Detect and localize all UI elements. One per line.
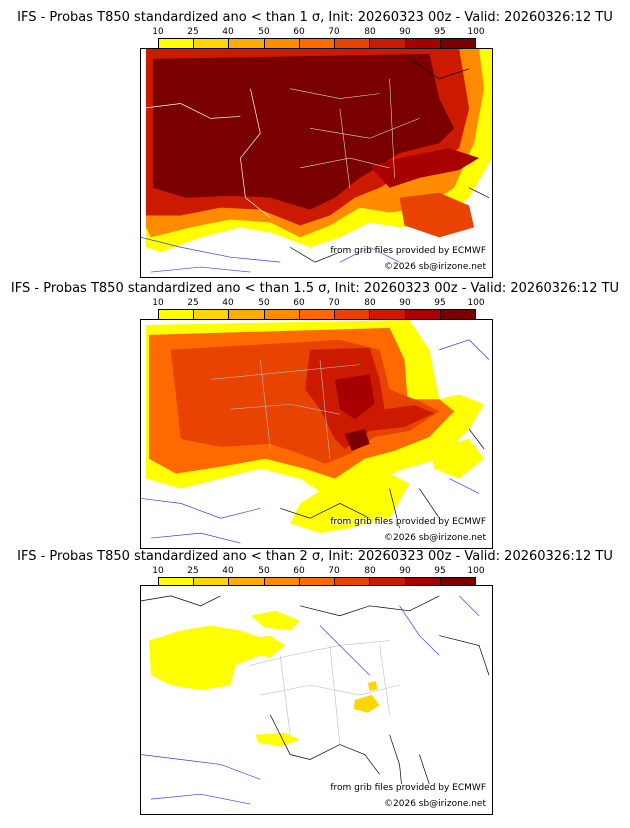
colorbar-tick: 90: [399, 566, 411, 576]
probability-map: from grib files provided by ECMWF ©2026 …: [140, 585, 493, 815]
colorbar-swatch: [194, 310, 230, 319]
colorbar-tick: 100: [467, 566, 485, 576]
colorbar-ticks: 10 25 40 50 60 70 80 90 95 100: [140, 26, 494, 38]
colorbar-swatch: [299, 310, 336, 319]
colorbar-swatch: [229, 578, 265, 587]
colorbar-swatch: [229, 39, 265, 48]
colorbar-tick: 100: [467, 27, 485, 37]
map-graphic: [141, 320, 490, 544]
colorbar-swatch: [335, 578, 371, 587]
colorbar-swatch: [440, 310, 475, 319]
colorbar-swatch: [440, 39, 475, 48]
colorbar-tick: 25: [187, 27, 199, 37]
colorbar-tick: 70: [328, 298, 340, 308]
colorbar-swatch: [264, 310, 300, 319]
credit-copyright: ©2026 sb@irizone.net: [384, 262, 486, 272]
colorbar-swatch: [405, 39, 441, 48]
colorbar-tick: 95: [434, 27, 446, 37]
colorbar-swatch: [370, 578, 406, 587]
colorbar-tick: 40: [222, 298, 234, 308]
colorbar-tick: 70: [328, 566, 340, 576]
colorbar-swatch: [335, 39, 371, 48]
map-panel-1: IFS - Probas T850 standardized ano < tha…: [0, 10, 630, 280]
colorbar-tick: 95: [434, 566, 446, 576]
colorbar-swatch: [335, 310, 371, 319]
colorbar-tick: 50: [258, 27, 270, 37]
colorbar-tick: 80: [364, 566, 376, 576]
map-graphic: [141, 595, 490, 805]
probability-map: from grib files provided by ECMWF ©2026 …: [140, 319, 493, 549]
colorbar-ticks: 10 25 40 50 60 70 80 90 95 100: [140, 297, 494, 309]
colorbar-tick: 60: [293, 27, 305, 37]
colorbar-tick: 90: [399, 27, 411, 37]
colorbar-tick: 100: [467, 298, 485, 308]
colorbar-tick: 25: [187, 298, 199, 308]
credit-source: from grib files provided by ECMWF: [330, 783, 486, 793]
colorbar-swatch: [264, 578, 300, 587]
colorbar-swatch: [229, 310, 265, 319]
colorbar-tick: 10: [152, 298, 164, 308]
colorbar-tick: 10: [152, 566, 164, 576]
panel-title: IFS - Probas T850 standardized ano < tha…: [17, 10, 613, 25]
colorbar-ticks: 10 25 40 50 60 70 80 90 95 100: [140, 565, 494, 577]
map-panel-3: IFS - Probas T850 standardized ano < tha…: [0, 549, 630, 819]
colorbar-swatch: [440, 578, 475, 587]
colorbar-swatch: [405, 310, 441, 319]
colorbar-swatch: [159, 39, 195, 48]
credit-source: from grib files provided by ECMWF: [330, 517, 486, 527]
colorbar-swatch: [159, 310, 195, 319]
panel-title: IFS - Probas T850 standardized ano < tha…: [17, 549, 613, 564]
colorbar-swatch: [370, 310, 406, 319]
probability-map: from grib files provided by ECMWF ©2026 …: [140, 48, 493, 278]
panel-title: IFS - Probas T850 standardized ano < tha…: [10, 281, 620, 296]
colorbar-swatch: [405, 578, 441, 587]
colorbar-tick: 80: [364, 27, 376, 37]
credit-source: from grib files provided by ECMWF: [330, 246, 486, 256]
colorbar-swatch: [159, 578, 195, 587]
colorbar-swatch: [194, 578, 230, 587]
colorbar-tick: 95: [434, 298, 446, 308]
colorbar-tick: 50: [258, 298, 270, 308]
map-panel-2: IFS - Probas T850 standardized ano < tha…: [0, 281, 630, 551]
colorbar-tick: 40: [222, 27, 234, 37]
colorbar-tick: 25: [187, 566, 199, 576]
colorbar-tick: 40: [222, 566, 234, 576]
colorbar-tick: 90: [399, 298, 411, 308]
colorbar-tick: 60: [293, 298, 305, 308]
colorbar-swatch: [264, 39, 300, 48]
colorbar-tick: 10: [152, 27, 164, 37]
credit-copyright: ©2026 sb@irizone.net: [384, 533, 486, 543]
colorbar-swatch: [299, 39, 336, 48]
colorbar-swatch: [194, 39, 230, 48]
colorbar-swatch: [370, 39, 406, 48]
credit-copyright: ©2026 sb@irizone.net: [384, 799, 486, 809]
colorbar-swatch: [299, 578, 336, 587]
colorbar-tick: 70: [328, 27, 340, 37]
map-graphic: [141, 49, 492, 273]
colorbar-tick: 80: [364, 298, 376, 308]
colorbar-tick: 60: [293, 566, 305, 576]
colorbar-tick: 50: [258, 566, 270, 576]
